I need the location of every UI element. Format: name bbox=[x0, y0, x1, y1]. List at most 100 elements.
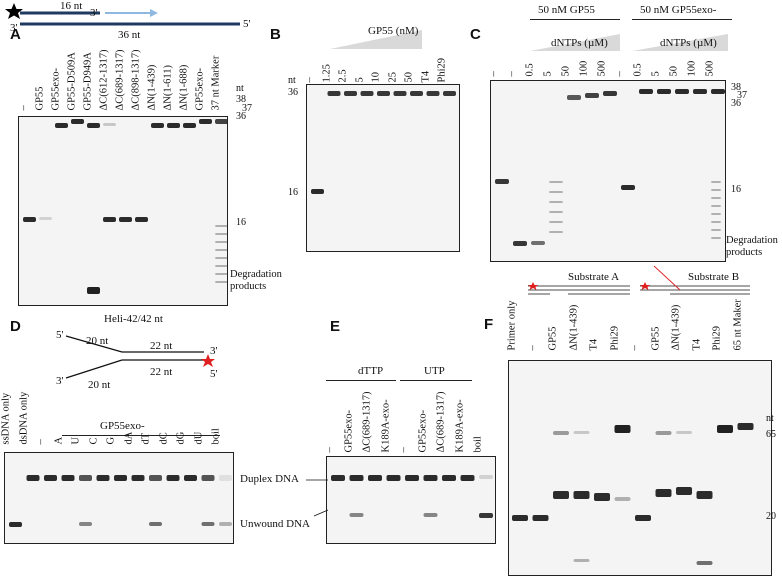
lane-label: K189A-exo- bbox=[454, 399, 465, 453]
size-37-a: 37 bbox=[242, 103, 252, 114]
concentration-gradient-b bbox=[330, 30, 422, 49]
lane-label: ΔN(1-688) bbox=[178, 64, 190, 111]
gel-band bbox=[693, 89, 707, 94]
schematic-d-bottom-len2: 22 nt bbox=[150, 366, 173, 378]
lane-label: 0.5 bbox=[632, 63, 644, 77]
gel-band bbox=[549, 231, 563, 233]
gel-c-bands bbox=[495, 89, 725, 246]
gel-band bbox=[614, 425, 631, 433]
size-36-a: 36 bbox=[236, 111, 246, 122]
lane-label: dU bbox=[193, 431, 204, 445]
lane-label: Phi29 bbox=[436, 57, 448, 83]
gel-c bbox=[490, 80, 726, 262]
gel-band bbox=[215, 119, 227, 124]
gel-band bbox=[657, 89, 671, 94]
gel-band bbox=[711, 205, 721, 207]
fluorophore-star-icon-a bbox=[528, 282, 538, 290]
lane-label: ΔC(898-1317) bbox=[130, 49, 142, 111]
gel-band bbox=[183, 123, 196, 128]
substrate-title-d: Heli-42/42 nt bbox=[104, 313, 163, 325]
lane-label: 10 bbox=[370, 72, 382, 83]
gel-band bbox=[460, 475, 475, 481]
group-line-c-1 bbox=[530, 19, 620, 20]
lane-label: U bbox=[70, 436, 82, 445]
gradient-label-c-2: dNTPs (µM) bbox=[660, 37, 717, 49]
lane-label: GP55-D949A bbox=[82, 52, 94, 111]
dntp-gradient-c-1 bbox=[530, 34, 620, 51]
gel-f-bands bbox=[512, 423, 754, 565]
lane-label: dT bbox=[140, 432, 152, 445]
degradation-label-c-2: products bbox=[726, 247, 763, 258]
schematic-d-bottom-right: 5' bbox=[210, 368, 218, 380]
gel-band bbox=[495, 179, 509, 184]
gel-band bbox=[585, 93, 599, 98]
schematic-a-bottom-right: 5' bbox=[243, 18, 251, 30]
schematic-d-top-len1: 20 nt bbox=[86, 335, 109, 347]
gel-band bbox=[405, 475, 419, 481]
gel-band bbox=[166, 475, 180, 481]
lane-label: – bbox=[398, 447, 410, 453]
gel-band bbox=[553, 431, 569, 435]
lane-label: dA bbox=[123, 431, 134, 445]
gel-band bbox=[23, 217, 36, 222]
gel-band bbox=[639, 89, 653, 94]
gel-band bbox=[512, 515, 528, 521]
gel-band bbox=[696, 561, 713, 565]
size-37-c: 37 bbox=[737, 90, 747, 101]
lane-label: 100 bbox=[578, 60, 590, 77]
gel-d bbox=[4, 452, 234, 544]
gel-band bbox=[711, 181, 721, 183]
gel-band bbox=[44, 475, 57, 481]
gel-band bbox=[479, 475, 493, 479]
gel-band bbox=[737, 423, 754, 430]
gel-band bbox=[215, 233, 227, 235]
gel-band bbox=[426, 91, 440, 96]
degradation-label-a-1: Degradation bbox=[230, 269, 282, 280]
lane-label: G bbox=[105, 436, 117, 445]
gel-band bbox=[215, 265, 227, 267]
gel-band bbox=[26, 475, 40, 481]
gel-band bbox=[621, 185, 635, 190]
gel-band bbox=[676, 431, 692, 434]
fluorophore-star-icon bbox=[201, 354, 215, 367]
gel-band bbox=[553, 491, 569, 499]
lane-label: 50 bbox=[560, 66, 572, 77]
gel-band bbox=[423, 513, 438, 517]
dntp-gradient-c-2 bbox=[632, 34, 728, 51]
group-label-c-2: 50 nM GP55exo- bbox=[640, 4, 717, 16]
gel-band bbox=[215, 249, 227, 251]
gel-band bbox=[61, 475, 75, 481]
lane-label: – bbox=[18, 105, 30, 111]
schematic-d-top-left: 5' bbox=[56, 329, 64, 341]
gel-band bbox=[573, 559, 590, 562]
lane-label: 500 bbox=[596, 60, 608, 77]
schematic-d-top-len2: 22 nt bbox=[150, 340, 173, 352]
lane-label: 500 bbox=[704, 60, 716, 77]
lane-label: boil bbox=[210, 428, 222, 445]
gel-band bbox=[711, 197, 721, 199]
gel-band bbox=[513, 241, 527, 246]
lane-label: – bbox=[506, 71, 518, 77]
gel-e bbox=[326, 456, 496, 544]
schematic-a-top-length: 16 nt bbox=[60, 0, 83, 12]
lane-label: 0.5 bbox=[524, 63, 536, 77]
gel-band bbox=[532, 515, 549, 521]
lane-label: Phi29 bbox=[711, 325, 723, 351]
gel-band bbox=[201, 522, 215, 526]
size-16-b: 16 bbox=[288, 187, 298, 198]
gel-band bbox=[549, 181, 563, 183]
gel-band bbox=[79, 475, 92, 481]
lane-label: – bbox=[527, 345, 538, 351]
substrate-schematics-f bbox=[528, 265, 750, 295]
gel-band bbox=[549, 191, 563, 193]
lane-label: GP55exo- bbox=[343, 409, 354, 453]
gel-band bbox=[39, 217, 52, 220]
gel-f bbox=[508, 360, 772, 576]
gel-band bbox=[676, 487, 692, 495]
panel-label-a: A bbox=[10, 26, 21, 43]
gel-band bbox=[149, 522, 162, 526]
panel-label-f: F bbox=[484, 316, 494, 333]
lane-label: GP55 bbox=[547, 326, 559, 351]
group-line-e-2 bbox=[400, 380, 472, 381]
schematic-d-bottom-len1: 20 nt bbox=[88, 379, 111, 391]
